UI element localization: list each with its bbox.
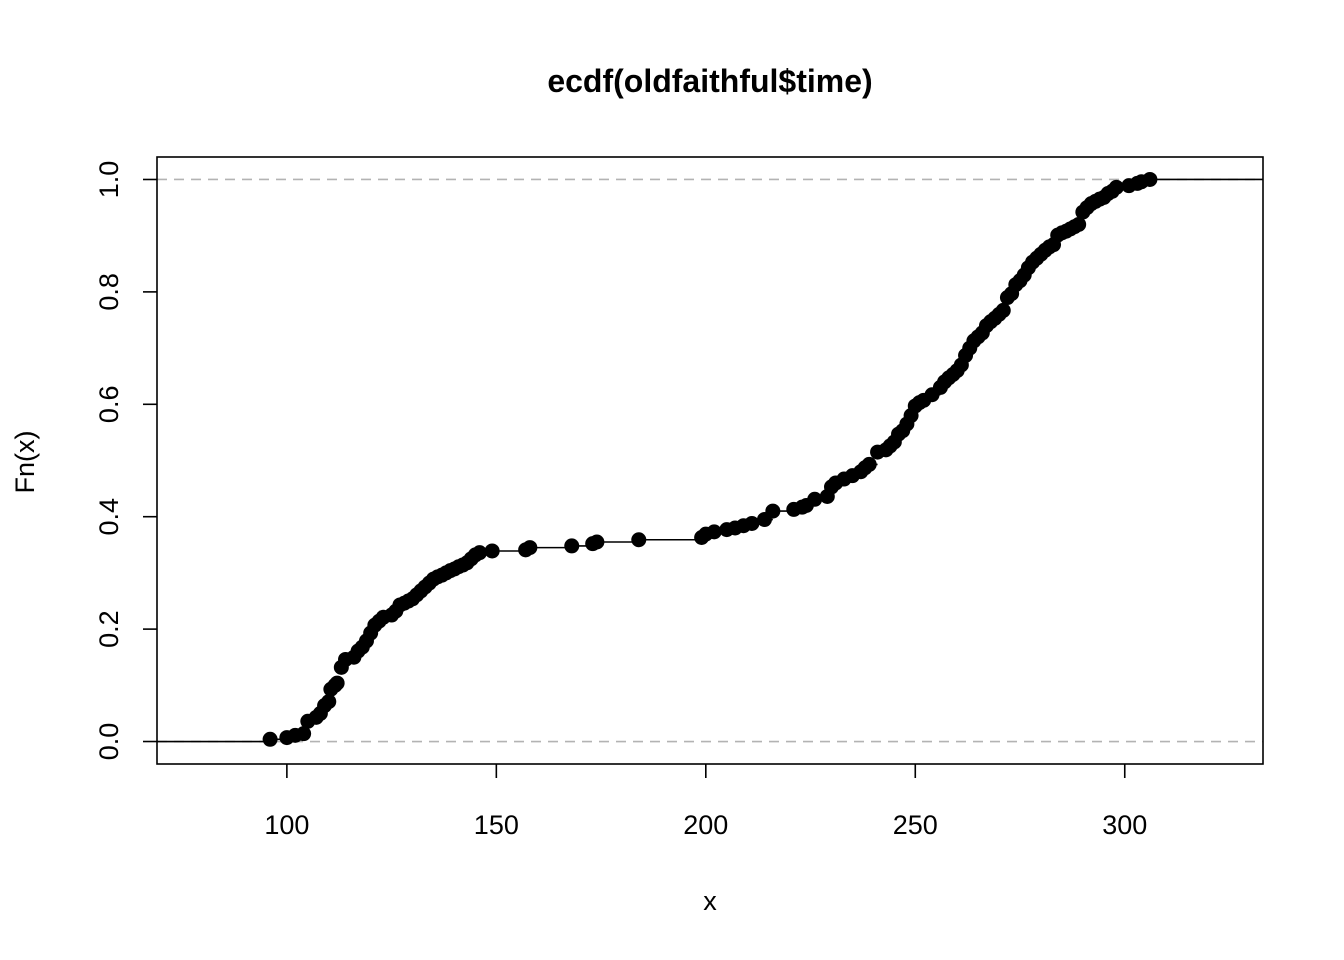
- y-axis-label: Fn(x): [10, 431, 40, 494]
- ecdf-series: [157, 171, 1263, 747]
- reference-lines: [157, 178, 1263, 743]
- ecdf-point: [744, 515, 760, 531]
- ecdf-point: [1108, 179, 1124, 195]
- y-tick-label: 1.0: [94, 161, 124, 199]
- ecdf-point: [296, 726, 312, 742]
- x-axis: 100 150 200 250 300: [264, 764, 1147, 840]
- y-tick-label: 0.6: [94, 386, 124, 424]
- chart-title: ecdf(oldfaithful$time): [547, 63, 872, 99]
- x-tick-label: 150: [474, 810, 519, 840]
- ecdf-step-line: [157, 178, 1263, 743]
- ecdf-point: [329, 675, 345, 691]
- ecdf-point: [1142, 171, 1158, 187]
- ecdf-point: [522, 540, 538, 556]
- ecdf-point: [706, 524, 722, 540]
- x-tick-label: 250: [893, 810, 938, 840]
- ecdf-point: [1071, 216, 1087, 232]
- y-tick-label: 0.4: [94, 498, 124, 536]
- ecdf-point: [589, 534, 605, 550]
- ecdf-point: [564, 538, 580, 554]
- ecdf-point: [321, 694, 337, 710]
- y-axis: 0.0 0.2 0.4 0.6 0.8 1.0: [94, 161, 157, 761]
- ecdf-point: [861, 456, 877, 472]
- x-tick-label: 300: [1102, 810, 1147, 840]
- x-tick-label: 100: [264, 810, 309, 840]
- y-tick-label: 0.0: [94, 723, 124, 761]
- ecdf-point: [484, 543, 500, 559]
- plot-frame: [156, 156, 1264, 765]
- ecdf-point: [262, 731, 278, 747]
- ecdf-point: [807, 491, 823, 507]
- ecdf-point: [995, 302, 1011, 318]
- y-tick-label: 0.2: [94, 610, 124, 648]
- ecdf-point: [765, 503, 781, 519]
- ecdf-point: [631, 532, 647, 548]
- x-axis-label: x: [703, 886, 717, 916]
- x-tick-label: 200: [683, 810, 728, 840]
- y-tick-label: 0.8: [94, 273, 124, 311]
- ecdf-point: [472, 545, 488, 561]
